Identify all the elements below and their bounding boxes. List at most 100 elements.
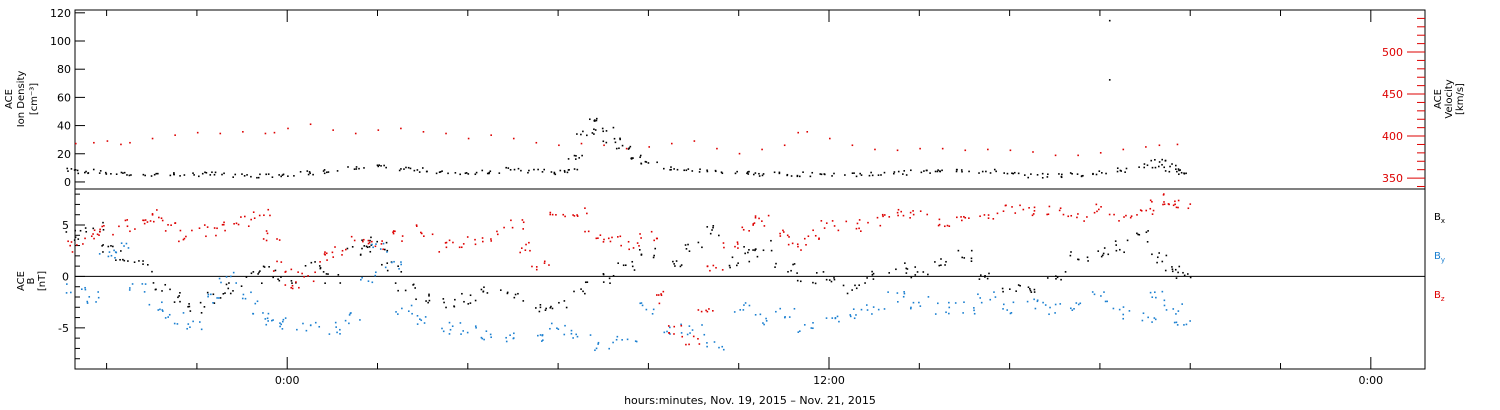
bx-point <box>674 265 676 267</box>
density-point <box>438 171 441 174</box>
bz-point <box>657 294 660 296</box>
bz-point <box>1022 208 1025 211</box>
by-point <box>349 312 352 315</box>
bz-point <box>332 256 335 258</box>
density-point <box>278 174 280 176</box>
by-point <box>187 323 190 325</box>
bottom-legend: Bx By Bz <box>1434 212 1445 303</box>
density-point <box>1178 173 1180 176</box>
bz-point <box>101 225 104 228</box>
velocity-point <box>219 132 222 135</box>
bottom-left-axis: -5 0 5 <box>58 193 1425 360</box>
density-point <box>211 171 213 174</box>
velocity-point <box>1145 146 1147 148</box>
bx-point <box>361 239 363 242</box>
bz-point <box>415 225 418 227</box>
bz-point <box>98 234 100 236</box>
bz-point <box>69 244 71 247</box>
bx-point <box>314 261 316 263</box>
bz-point <box>252 211 255 213</box>
by-point <box>95 301 97 303</box>
density-point <box>507 167 510 169</box>
bx-point <box>397 265 399 267</box>
bz-point <box>602 241 605 243</box>
by-point <box>161 309 164 311</box>
bz-point <box>420 231 422 234</box>
by-point <box>1181 303 1183 305</box>
by-point <box>1155 296 1157 299</box>
density-point <box>773 171 776 174</box>
by-point <box>989 298 992 301</box>
bz-point <box>237 223 240 226</box>
density-point <box>543 168 545 171</box>
bz-point <box>820 220 823 222</box>
bz-point <box>474 238 476 241</box>
bz-point <box>319 261 321 263</box>
by-point <box>549 327 551 330</box>
by-point <box>564 324 566 327</box>
density-point <box>336 170 339 172</box>
by-point <box>1036 300 1039 303</box>
by-point <box>812 327 814 330</box>
bz-point <box>736 241 739 244</box>
bz-point <box>325 252 328 255</box>
bx-point <box>706 226 709 228</box>
bx-point <box>232 290 234 292</box>
by-point <box>264 318 267 320</box>
velocity-point <box>354 132 357 135</box>
bx-point <box>854 284 856 287</box>
by-point <box>1177 310 1180 312</box>
bz-point <box>879 224 882 227</box>
bz-point <box>673 325 676 328</box>
by-point <box>722 348 725 351</box>
density-point <box>746 171 749 173</box>
bx-point <box>728 264 731 267</box>
bz-point <box>562 213 565 216</box>
bz-point <box>324 253 326 256</box>
density-point <box>517 167 520 170</box>
bx-point <box>747 251 749 254</box>
density-point <box>627 148 630 150</box>
bz-point <box>525 243 527 246</box>
bz-point <box>572 214 574 216</box>
bz-point <box>1163 203 1166 206</box>
bz-point <box>382 248 384 251</box>
bx-point <box>793 263 796 265</box>
bx-point <box>404 289 407 292</box>
density-point <box>687 168 690 170</box>
bx-point <box>544 309 547 311</box>
by-point <box>849 314 852 316</box>
density-point <box>995 170 997 173</box>
bz-point <box>243 215 246 218</box>
bz-point <box>1096 210 1098 213</box>
bx-point <box>1055 278 1057 280</box>
bz-point <box>496 230 498 233</box>
bz-point <box>266 232 269 235</box>
density-point <box>612 126 615 129</box>
by-point <box>973 307 975 309</box>
by-point <box>1104 300 1107 303</box>
bz-point <box>708 308 710 310</box>
bx-point <box>1055 275 1057 277</box>
density-point <box>355 166 358 168</box>
bz-point <box>620 244 622 247</box>
bx-point <box>871 274 874 276</box>
bz-point <box>1086 216 1088 218</box>
density-point <box>1151 166 1154 169</box>
top-y2-tick-label: 400 <box>1382 130 1403 143</box>
bz-point <box>787 243 790 246</box>
by-point <box>161 301 163 304</box>
by-point <box>265 323 268 326</box>
bz-point <box>371 240 373 243</box>
by-point <box>359 319 361 321</box>
velocity-point <box>738 152 741 155</box>
bz-point <box>1189 203 1192 205</box>
density-point <box>941 169 943 172</box>
bz-point <box>368 241 371 244</box>
bx-point <box>1056 276 1059 279</box>
density-point <box>380 165 382 167</box>
by-point <box>1153 317 1156 319</box>
by-point <box>550 322 553 325</box>
bz-point <box>90 235 93 238</box>
velocity-point <box>1009 149 1012 152</box>
